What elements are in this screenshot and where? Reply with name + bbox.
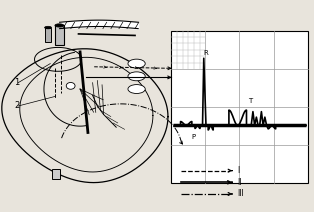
Ellipse shape: [128, 59, 145, 68]
Text: R: R: [203, 50, 208, 56]
Text: P: P: [191, 134, 195, 140]
Bar: [55, 25, 64, 45]
Bar: [171, 31, 308, 183]
Text: III: III: [237, 190, 244, 198]
Ellipse shape: [66, 82, 75, 89]
Text: I: I: [237, 166, 239, 175]
Bar: [45, 28, 51, 42]
Text: T: T: [248, 98, 252, 104]
Ellipse shape: [55, 24, 64, 27]
Bar: [52, 169, 60, 179]
Text: 2: 2: [14, 102, 19, 110]
Text: II: II: [237, 178, 241, 187]
Text: 1: 1: [14, 78, 19, 87]
Ellipse shape: [45, 26, 51, 29]
Ellipse shape: [128, 72, 145, 81]
Ellipse shape: [128, 85, 145, 93]
